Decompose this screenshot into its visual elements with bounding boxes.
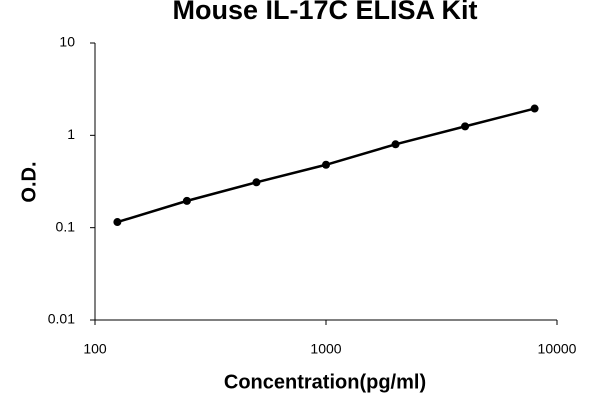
y-tick-label: 0.01 [48, 311, 75, 327]
data-point [252, 178, 261, 187]
y-tick-label: 1 [67, 126, 75, 142]
y-tick-label: 0.1 [56, 218, 76, 234]
data-point [530, 104, 539, 113]
x-axis-title: Concentration(pg/ml) [224, 371, 426, 393]
x-tick-label: 1000 [310, 341, 341, 357]
data-point [113, 218, 122, 227]
data-point [391, 140, 400, 149]
data-point [322, 160, 330, 169]
data-point [182, 196, 191, 205]
y-axis-title: O.D. [18, 161, 40, 202]
chart-title: Mouse IL-17C ELISA Kit [172, 0, 477, 25]
x-tick-label: 100 [83, 341, 107, 357]
y-tick-label: 10 [59, 34, 75, 50]
x-tick-label: 10000 [538, 341, 577, 357]
data-point [461, 122, 470, 131]
